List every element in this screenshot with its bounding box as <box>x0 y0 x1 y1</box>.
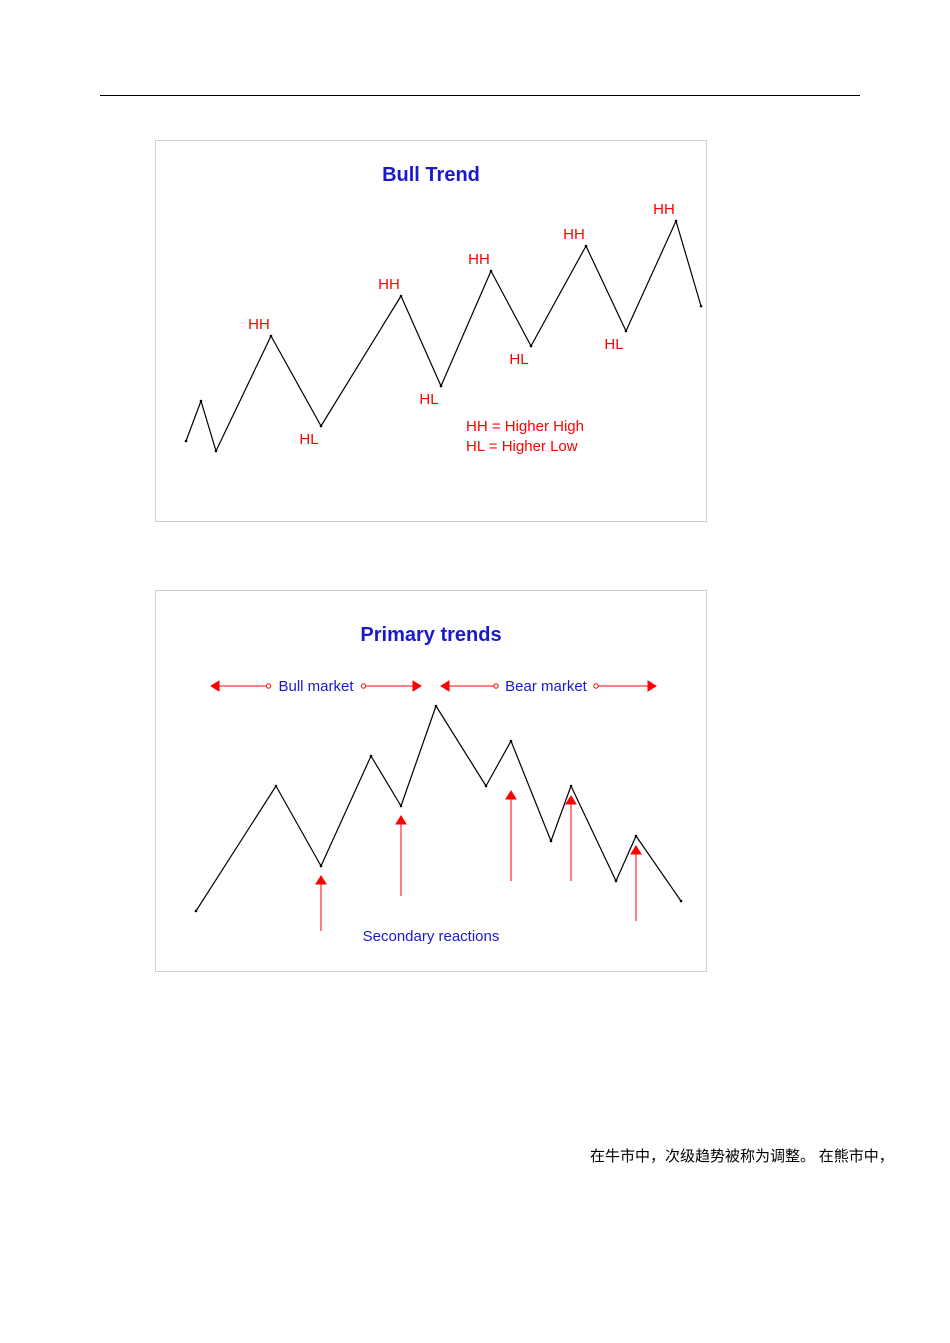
bear-market-label: Bear market <box>505 678 588 695</box>
hh-label-4: HH <box>653 201 675 218</box>
top-horizontal-rule <box>100 95 860 96</box>
primary-trends-chart: Primary trends Bull market Bear market Seco… <box>156 591 706 971</box>
bull-trend-line <box>186 221 701 451</box>
hl-label-2: HL <box>509 351 528 368</box>
bull-market-label: Bull market <box>278 678 354 695</box>
secondary-reactions-label: Secondary reactions <box>363 928 500 945</box>
bull-trend-chart: Bull Trend HH HH HH HH HH HL HL HL HL HH = Higher … <box>156 141 706 521</box>
hh-label-1: HH <box>378 276 400 293</box>
hh-label-2: HH <box>468 251 490 268</box>
bull-legend-line-0: HH = Higher High <box>466 418 584 435</box>
primary-trend-line <box>196 706 681 911</box>
primary-trends-title: Primary trends <box>360 624 501 646</box>
footer-chinese-text: 在牛市中，次级趋势被称为调整。 在熊市中， <box>590 1145 894 1166</box>
bull-legend-line-1: HL = Higher Low <box>466 438 578 455</box>
hl-label-3: HL <box>604 336 623 353</box>
hh-label-0: HH <box>248 316 270 333</box>
hl-label-0: HL <box>299 431 318 448</box>
bull-trend-panel: Bull Trend HH HH HH HH HH HL HL HL HL HH = Higher … <box>155 140 707 522</box>
page: Bull Trend HH HH HH HH HH HL HL HL HL HH = Higher … <box>0 0 950 1343</box>
bull-trend-title: Bull Trend <box>382 164 480 186</box>
primary-trends-panel: Primary trends Bull market Bear market Seco… <box>155 590 707 972</box>
hl-label-1: HL <box>419 391 438 408</box>
hh-label-3: HH <box>563 226 585 243</box>
